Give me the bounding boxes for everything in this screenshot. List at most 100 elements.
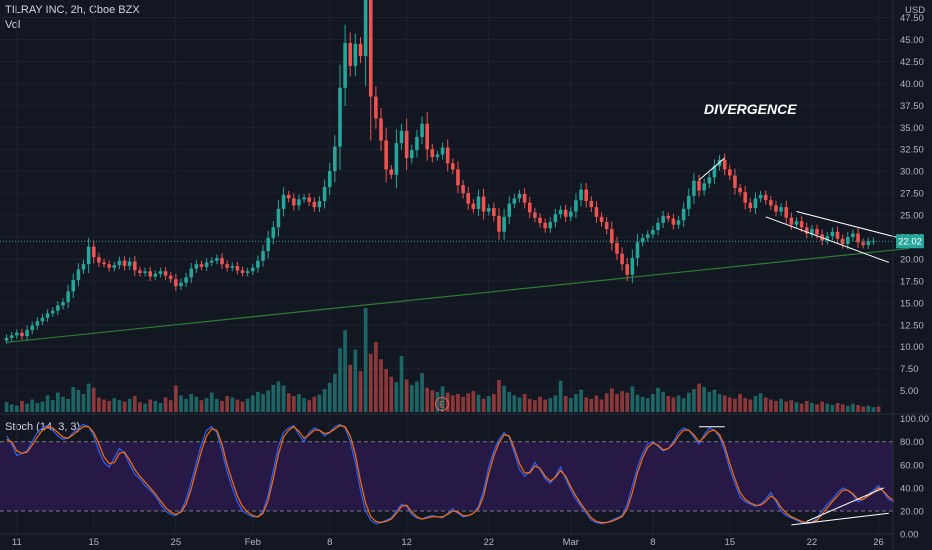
volume-bar — [471, 391, 476, 412]
volume-bar — [327, 382, 332, 412]
volume-bar — [635, 394, 640, 412]
candle-body — [527, 202, 532, 213]
candle-body — [81, 264, 86, 270]
candle-body — [845, 237, 850, 245]
candle-body — [840, 238, 845, 245]
volume-bar — [866, 405, 871, 412]
candle-body — [158, 271, 163, 274]
stoch-tick-label: 60.00 — [900, 460, 924, 471]
volume-bar — [86, 383, 91, 412]
volume-bar — [584, 397, 589, 412]
symbol-title: TILRAY INC, 2h, Cboe BZX — [5, 4, 140, 16]
candle-body — [661, 215, 665, 223]
volume-bar — [184, 398, 188, 412]
volume-bar — [830, 405, 835, 412]
volume-bar — [389, 376, 394, 412]
volume-bar — [91, 387, 96, 412]
volume-bar — [579, 389, 583, 412]
volume-bar — [297, 393, 301, 412]
candle-body — [338, 87, 342, 147]
volume-bar — [112, 398, 117, 412]
volume-bar — [856, 405, 860, 412]
candle-body — [830, 231, 835, 237]
candle-body — [71, 280, 76, 292]
volume-bar — [697, 383, 701, 412]
candle-body — [753, 198, 758, 209]
volume-bar — [840, 404, 845, 412]
candle-body — [107, 264, 111, 268]
candle-body — [4, 337, 9, 341]
candle-body — [553, 214, 558, 223]
candle-body — [538, 217, 542, 223]
candle-body — [327, 171, 332, 187]
volume-bar — [835, 402, 840, 412]
volume-bar — [461, 396, 465, 412]
volume-bar — [20, 400, 24, 412]
candle-body — [774, 205, 778, 212]
volume-bar — [286, 393, 291, 412]
volume-bar — [743, 398, 748, 412]
price-tick-label: 5.00 — [900, 386, 919, 397]
volume-bar — [322, 389, 327, 412]
volume-bar — [481, 398, 486, 412]
candle-body — [394, 143, 399, 175]
candle-body — [343, 43, 347, 88]
candle-body — [492, 208, 496, 216]
candle-body — [466, 193, 471, 204]
volume-bar — [568, 398, 573, 412]
volume-bar — [538, 396, 542, 412]
candle-body — [851, 233, 855, 237]
volume-bar — [425, 387, 430, 412]
volume-bar — [40, 401, 45, 412]
volume-bar — [333, 373, 337, 412]
candle-body — [86, 246, 91, 265]
volume-bar — [143, 403, 147, 412]
time-tick-label: 26 — [873, 537, 884, 548]
volume-bar — [261, 393, 265, 412]
volume-bar — [30, 399, 35, 412]
candle-body — [502, 216, 506, 232]
candle-body — [389, 169, 394, 175]
stoch-tick-label: 0.00 — [900, 530, 919, 541]
candle-body — [399, 130, 404, 144]
volume-bar — [163, 397, 168, 412]
candle-body — [317, 201, 322, 208]
candle-body — [102, 262, 106, 265]
volume-bar — [25, 403, 29, 412]
candle-body — [76, 269, 81, 281]
price-tick-label: 12.50 — [900, 320, 924, 331]
candle-body — [148, 271, 152, 277]
volume-bar — [574, 393, 578, 412]
volume-bar — [707, 391, 712, 412]
candle-body — [25, 330, 29, 337]
volume-bar — [179, 395, 183, 412]
volume-bar — [871, 407, 876, 412]
volume-bar — [199, 400, 204, 412]
candle-body — [30, 325, 35, 331]
earnings-marker[interactable]: E — [434, 396, 450, 412]
time-tick-label: 12 — [401, 537, 412, 548]
volume-bar — [625, 392, 630, 412]
volume-bar — [173, 385, 178, 412]
volume-bar — [368, 353, 373, 412]
candle-body — [20, 332, 24, 337]
candle-body — [799, 221, 804, 228]
volume-bar — [692, 389, 696, 412]
candle-body — [204, 262, 209, 267]
candle-body — [15, 332, 19, 336]
volume-bar — [127, 398, 132, 412]
volume-bar — [302, 398, 306, 412]
price-tick-label: 45.00 — [900, 35, 924, 46]
candle-body — [312, 201, 317, 208]
volume-bar — [676, 395, 681, 412]
time-tick-label: 25 — [171, 537, 182, 548]
candle-body — [143, 271, 147, 273]
volume-bar — [132, 396, 137, 412]
last-price-tag — [896, 234, 924, 249]
candle-body — [861, 242, 865, 245]
volume-bar — [281, 385, 286, 412]
candle-body — [261, 251, 265, 261]
candle-body — [271, 227, 276, 238]
candle-body — [722, 159, 727, 170]
